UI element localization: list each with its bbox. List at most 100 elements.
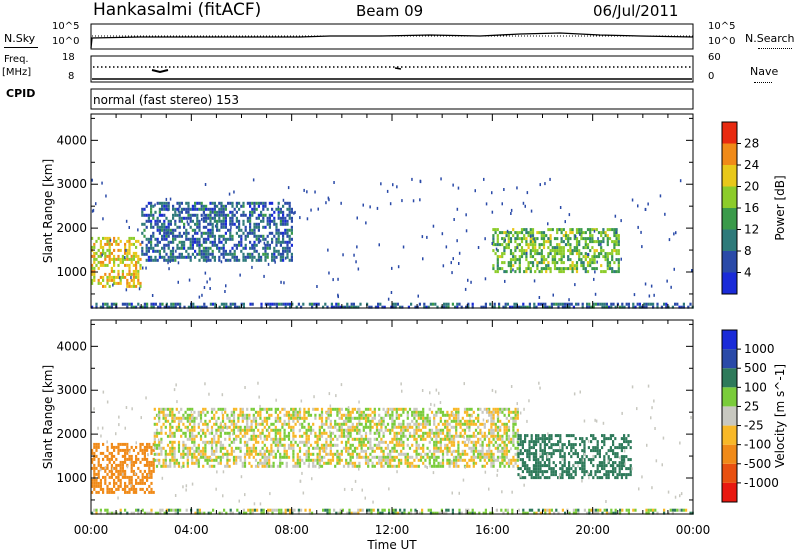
- heatmap-cell-1: [342, 464, 346, 468]
- heatmap-cell-1: [213, 237, 216, 241]
- heatmap-cell-2: [539, 461, 542, 465]
- heatmap-cell-0: [146, 460, 149, 464]
- heatmap-cell-2: [514, 270, 517, 274]
- heatmap-cell-1: [483, 455, 486, 459]
- heatmap-cell-1: [174, 237, 177, 241]
- heatmap-cell-0: [130, 445, 133, 449]
- heatmap-cell-3: [185, 508, 188, 512]
- heatmap-cell-0: [135, 487, 138, 491]
- heatmap-cell-1: [479, 428, 482, 432]
- heatmap-cell-1: [188, 431, 192, 435]
- heatmap-cell-1: [331, 443, 335, 447]
- heatmap-cell-1: [265, 416, 269, 420]
- heatmap-cell-2: [543, 449, 546, 453]
- heatmap-cell-1: [152, 258, 155, 262]
- heatmap-cell-2: [629, 470, 632, 474]
- scatter-cell: [168, 267, 170, 271]
- heatmap-cell-2: [580, 231, 583, 235]
- heatmap-cell-1: [235, 458, 238, 462]
- heatmap-cell-3: [242, 302, 245, 306]
- heatmap-cell-3: [152, 302, 155, 306]
- heatmap-cell-1: [268, 425, 271, 429]
- scatter-cell: [458, 262, 460, 265]
- heatmap-cell-1: [196, 219, 199, 223]
- heatmap-cell-2: [600, 240, 603, 244]
- heatmap-cell-1: [490, 461, 493, 465]
- scatter-cell: [252, 178, 255, 182]
- heatmap-cell-3: [381, 508, 384, 512]
- heatmap-cell-1: [331, 407, 335, 411]
- heatmap-cell-2: [524, 437, 527, 441]
- heatmap-cell-1: [218, 240, 221, 244]
- heatmap-cell-1: [233, 207, 236, 211]
- heatmap-cell-1: [481, 449, 484, 453]
- heatmap-cell-2: [603, 440, 606, 444]
- heatmap-cell-1: [446, 422, 449, 426]
- heatmap-cell-3: [150, 305, 153, 309]
- heatmap-cell-1: [224, 222, 227, 226]
- heatmap-cell-1: [202, 428, 205, 432]
- heatmap-cell-2: [567, 258, 570, 262]
- heatmap-cell-2: [594, 437, 597, 441]
- heatmap-cell-1: [158, 219, 161, 223]
- heatmap-cell-0: [93, 260, 96, 264]
- heatmap-cell-2: [598, 476, 601, 480]
- heatmap-cell-1: [182, 422, 185, 426]
- heatmap-cell-1: [485, 434, 489, 438]
- heatmap-cell-1: [164, 431, 167, 435]
- heatmap-cell-1: [235, 437, 238, 441]
- heatmap-cell-1: [307, 455, 310, 459]
- heatmap-cell-0: [119, 472, 122, 476]
- heatmap-cell-1: [364, 431, 368, 435]
- heatmap-cell-0: [115, 281, 118, 285]
- heatmap-cell-1: [301, 422, 304, 426]
- heatmap-cell-1: [382, 455, 385, 459]
- heatmap-cell-3: [601, 511, 604, 515]
- heatmap-cell-3: [390, 305, 393, 309]
- heatmap-cell-1: [468, 422, 471, 426]
- scatter-cell: [544, 182, 546, 186]
- heatmap-cell-1: [266, 243, 269, 247]
- heatmap-cell-1: [268, 452, 271, 456]
- heatmap-cell-1: [235, 407, 238, 411]
- heatmap-cell-1: [272, 449, 275, 453]
- heatmap-cell-0: [124, 481, 127, 485]
- scatter-cell: [380, 182, 382, 186]
- heatmap-cell-1: [284, 222, 287, 226]
- heatmap-cell-1: [266, 207, 269, 211]
- heatmap-cell-3: [559, 302, 562, 306]
- heatmap-cell-3: [667, 511, 670, 515]
- heatmap-cell-2: [521, 458, 524, 462]
- heatmap-cell-3: [201, 305, 204, 309]
- heatmap-cell-1: [320, 431, 324, 435]
- heatmap-cell-2: [560, 246, 563, 250]
- heatmap-cell-1: [349, 419, 352, 423]
- heatmap-cell-1: [211, 255, 214, 259]
- heatmap-cell-1: [314, 434, 317, 438]
- heatmap-cell-3: [172, 508, 175, 512]
- scatter-cell: [125, 248, 127, 252]
- heatmap-cell-1: [194, 228, 197, 232]
- heatmap-cell-1: [216, 222, 219, 226]
- heatmap-cell-2: [611, 249, 614, 253]
- scatter-cell: [145, 266, 147, 270]
- heatmap-cell-1: [452, 455, 456, 459]
- heatmap-cell-2: [608, 237, 612, 241]
- heatmap-cell-2: [559, 437, 562, 441]
- heatmap-cell-2: [611, 252, 614, 256]
- heatmap-cell-3: [674, 508, 677, 512]
- heatmap-cell-2: [503, 252, 506, 256]
- heatmap-cell-1: [433, 416, 436, 420]
- heatmap-cell-1: [213, 434, 216, 438]
- heatmap-cell-1: [252, 446, 255, 450]
- heatmap-cell-1: [461, 416, 464, 420]
- heatmap-cell-1: [156, 225, 159, 229]
- heatmap-cell-1: [340, 434, 343, 438]
- heatmap-cell-1: [472, 464, 475, 468]
- heatmap-cell-2: [560, 249, 563, 253]
- heatmap-cell-1: [209, 228, 212, 232]
- heatmap-cell-2: [552, 449, 555, 453]
- heatmap-cell-0: [137, 260, 140, 264]
- scatter-cell: [453, 218, 455, 221]
- heatmap-cell-1: [191, 219, 194, 223]
